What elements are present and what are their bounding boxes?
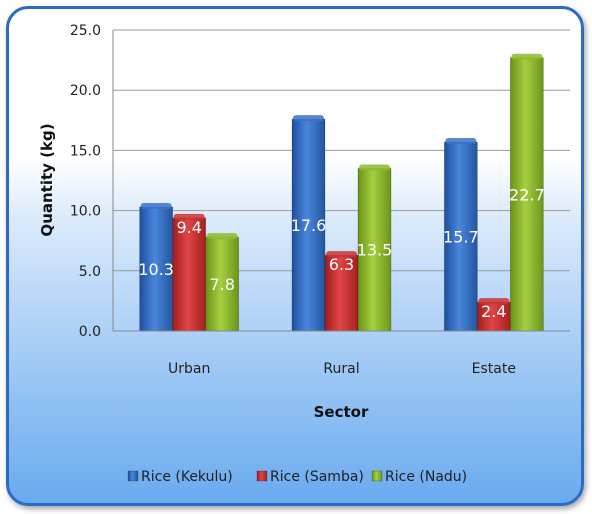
y-tick-label: 0.0 — [79, 324, 101, 340]
bar-cap — [359, 164, 390, 171]
bar-cap — [293, 115, 324, 122]
legend-label: Rice (Nadu) — [385, 469, 467, 485]
x-tick-label: Rural — [323, 361, 359, 377]
bar — [443, 141, 478, 332]
bar — [291, 118, 326, 332]
legend-swatch — [256, 470, 268, 482]
bar-cap — [478, 298, 510, 305]
legend-label: Rice (Samba) — [270, 469, 364, 485]
bar — [357, 168, 392, 332]
y-tick-label: 5.0 — [79, 264, 101, 280]
bar — [509, 57, 544, 332]
bar-cap — [511, 53, 543, 60]
y-tick-label: 15.0 — [70, 143, 101, 159]
x-axis-title: Sector — [314, 403, 369, 421]
bar-cap — [173, 213, 205, 220]
bars — [139, 53, 544, 332]
y-tick-label: 20.0 — [70, 83, 101, 99]
y-tick-label: 10.0 — [70, 204, 101, 220]
data-label: 15.7 — [443, 227, 479, 246]
x-tick-label: Urban — [168, 361, 210, 377]
bar-cap — [445, 137, 477, 144]
x-axis-ticks: Urban Rural Estate — [168, 361, 516, 377]
data-label: 6.3 — [329, 255, 354, 274]
y-tick-label: 25.0 — [70, 23, 101, 39]
bar-cap — [140, 202, 172, 209]
y-axis-title: Quantity (kg) — [38, 123, 56, 236]
x-tick-label: Estate — [472, 361, 516, 377]
data-label: 22.7 — [509, 185, 545, 204]
bar — [205, 236, 240, 332]
y-axis-ticks: 0.0 5.0 10.0 15.0 20.0 25.0 — [70, 23, 101, 340]
legend: Rice (Kekulu) Rice (Samba) Rice (Nadu) — [127, 469, 467, 485]
data-label: 2.4 — [481, 302, 506, 321]
legend-swatch — [127, 470, 139, 482]
bar-cap — [206, 233, 238, 240]
data-label: 9.4 — [176, 218, 201, 237]
legend-swatch — [371, 470, 383, 482]
legend-label: Rice (Kekulu) — [141, 469, 233, 485]
data-label: 7.8 — [209, 275, 234, 294]
bar-cap — [326, 251, 357, 258]
bar — [324, 254, 359, 332]
data-labels: 10.3 9.4 7.8 17.6 6.313.5 15.7 2.4 22.7 — [138, 185, 544, 321]
data-label: 13.5 — [357, 241, 393, 260]
data-label: 10.3 — [138, 260, 174, 279]
data-label: 17.6 — [291, 216, 327, 235]
